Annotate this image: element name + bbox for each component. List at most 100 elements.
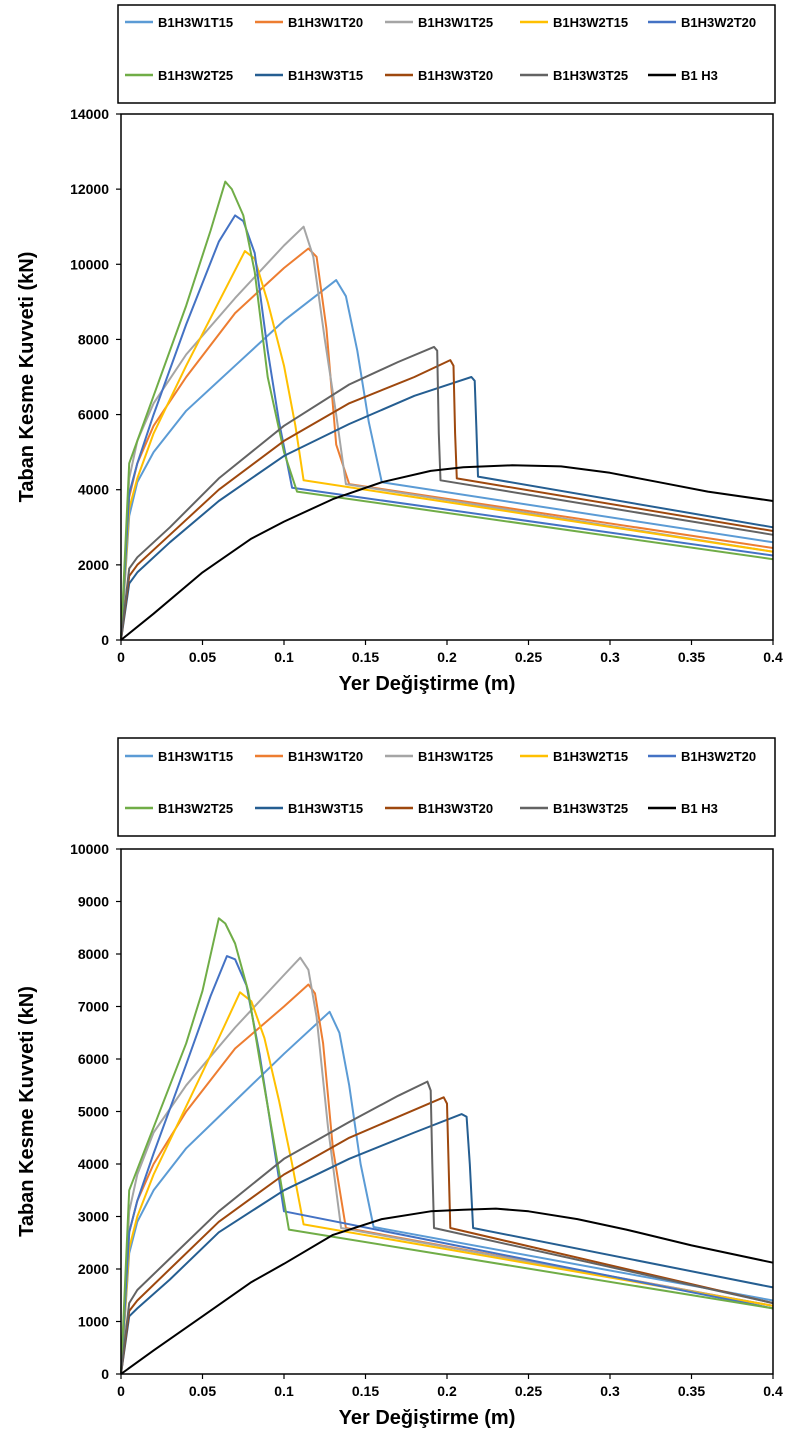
y-tick-label: 8000 xyxy=(78,946,109,962)
legend-label: B1H3W2T20 xyxy=(681,15,756,30)
legend-item: B1H3W3T25 xyxy=(520,68,628,83)
legend-label: B1H3W2T20 xyxy=(681,749,756,764)
y-tick-label: 10000 xyxy=(70,256,109,272)
x-tick-label: 0.15 xyxy=(352,649,379,665)
legend-item: B1H3W1T15 xyxy=(125,15,233,30)
legend-label: B1H3W1T15 xyxy=(158,15,233,30)
y-tick-label: 2000 xyxy=(78,1261,109,1277)
legend-label: B1H3W2T25 xyxy=(158,68,233,83)
legend-label: B1H3W3T20 xyxy=(418,801,493,816)
series-line xyxy=(120,983,774,1375)
series-line xyxy=(120,917,774,1375)
y-tick-label: 12000 xyxy=(70,181,109,197)
legend-item: B1H3W3T15 xyxy=(255,68,363,83)
legend-label: B1H3W1T15 xyxy=(158,749,233,764)
x-tick-label: 0 xyxy=(117,649,125,665)
y-axis-title: Taban Kesme Kuvveti (kN) xyxy=(16,252,38,503)
x-tick-label: 0.25 xyxy=(515,649,542,665)
legend-label: B1H3W1T25 xyxy=(418,749,493,764)
legend-item: B1 H3 xyxy=(648,801,718,816)
legend-item: B1H3W1T15 xyxy=(125,749,233,764)
legend-label: B1H3W2T25 xyxy=(158,801,233,816)
legend-item: B1 H3 xyxy=(648,68,718,83)
series-line xyxy=(120,991,774,1375)
y-tick-label: 4000 xyxy=(78,1156,109,1172)
x-tick-label: 0.2 xyxy=(437,649,457,665)
legend-item: B1H3W1T20 xyxy=(255,749,363,764)
y-tick-label: 4000 xyxy=(78,482,109,498)
legend-item: B1H3W1T25 xyxy=(385,15,493,30)
series-line xyxy=(120,345,774,641)
y-tick-label: 9000 xyxy=(78,894,109,910)
legend-item: B1H3W2T25 xyxy=(125,68,233,83)
y-tick-label: 14000 xyxy=(70,106,109,122)
x-tick-label: 0.15 xyxy=(352,1383,379,1399)
chart-top: B1H3W1T15 B1H3W1T20 B1H3W1T25 B1H3W2T15 B1H3… xyxy=(16,4,783,695)
legend-label: B1H3W3T20 xyxy=(418,68,493,83)
series-line xyxy=(120,180,774,641)
legend-item: B1H3W1T25 xyxy=(385,749,493,764)
x-tick-label: 0 xyxy=(117,1383,125,1399)
legend-item: B1H3W2T20 xyxy=(648,749,756,764)
legend-item: B1H3W1T20 xyxy=(255,15,363,30)
y-tick-label: 0 xyxy=(101,1366,109,1382)
series-lines xyxy=(120,917,774,1375)
y-tick-label: 6000 xyxy=(78,1051,109,1067)
series-line xyxy=(120,1010,774,1375)
y-tick-label: 3000 xyxy=(78,1209,109,1225)
legend-label: B1H3W1T20 xyxy=(288,749,363,764)
legend-label: B1H3W1T20 xyxy=(288,15,363,30)
legend-label: B1H3W2T15 xyxy=(553,749,628,764)
legend-item: B1H3W3T20 xyxy=(385,801,493,816)
x-tick-label: 0.25 xyxy=(515,1383,542,1399)
series-line xyxy=(120,225,774,641)
series-line xyxy=(120,464,774,641)
y-tick-label: 0 xyxy=(101,632,109,648)
x-axis-title: Yer Değiştirme (m) xyxy=(339,673,516,695)
series-line xyxy=(120,955,774,1375)
y-tick-label: 1000 xyxy=(78,1314,109,1330)
legend-item: B1H3W3T20 xyxy=(385,68,493,83)
legend-item: B1H3W2T25 xyxy=(125,801,233,816)
x-tick-label: 0.05 xyxy=(189,649,216,665)
legend-item: B1H3W3T15 xyxy=(255,801,363,816)
y-tick-label: 10000 xyxy=(70,841,109,857)
x-tick-label: 0.1 xyxy=(274,649,294,665)
legend-label: B1H3W2T15 xyxy=(553,15,628,30)
legend-label: B1 H3 xyxy=(681,68,718,83)
x-tick-label: 0.3 xyxy=(600,1383,620,1399)
legend-label: B1H3W1T25 xyxy=(418,15,493,30)
x-tick-label: 0.3 xyxy=(600,649,620,665)
y-tick-label: 7000 xyxy=(78,999,109,1015)
y-tick-label: 2000 xyxy=(78,557,109,573)
x-axis-title: Yer Değiştirme (m) xyxy=(339,1407,516,1429)
series-lines xyxy=(120,180,774,641)
x-tick-label: 0.05 xyxy=(189,1383,216,1399)
legend-label: B1H3W3T15 xyxy=(288,68,363,83)
legend-item: B1H3W2T20 xyxy=(648,15,756,30)
series-line xyxy=(120,359,774,641)
x-tick-label: 0.4 xyxy=(763,1383,783,1399)
series-line xyxy=(120,956,774,1375)
series-line xyxy=(120,250,774,641)
x-tick-label: 0.35 xyxy=(678,1383,705,1399)
series-line xyxy=(120,1113,774,1375)
x-tick-label: 0.35 xyxy=(678,649,705,665)
chart-bottom: B1H3W1T15 B1H3W1T20 B1H3W1T25 B1H3W2T15 B1H3… xyxy=(16,737,783,1429)
legend-box xyxy=(117,737,776,837)
x-tick-label: 0.4 xyxy=(763,649,783,665)
y-tick-label: 6000 xyxy=(78,407,109,423)
y-axis-title: Taban Kesme Kuvveti (kN) xyxy=(16,986,38,1237)
legend-item: B1H3W3T25 xyxy=(520,801,628,816)
y-tick-label: 8000 xyxy=(78,331,109,347)
legend-label: B1H3W3T25 xyxy=(553,801,628,816)
legend-item: B1H3W2T15 xyxy=(520,15,628,30)
legend-label: B1H3W3T25 xyxy=(553,68,628,83)
series-line xyxy=(120,1096,774,1375)
x-tick-label: 0.1 xyxy=(274,1383,294,1399)
series-line xyxy=(120,214,774,641)
series-line xyxy=(120,376,774,641)
x-tick-label: 0.2 xyxy=(437,1383,457,1399)
y-tick-label: 5000 xyxy=(78,1104,109,1120)
